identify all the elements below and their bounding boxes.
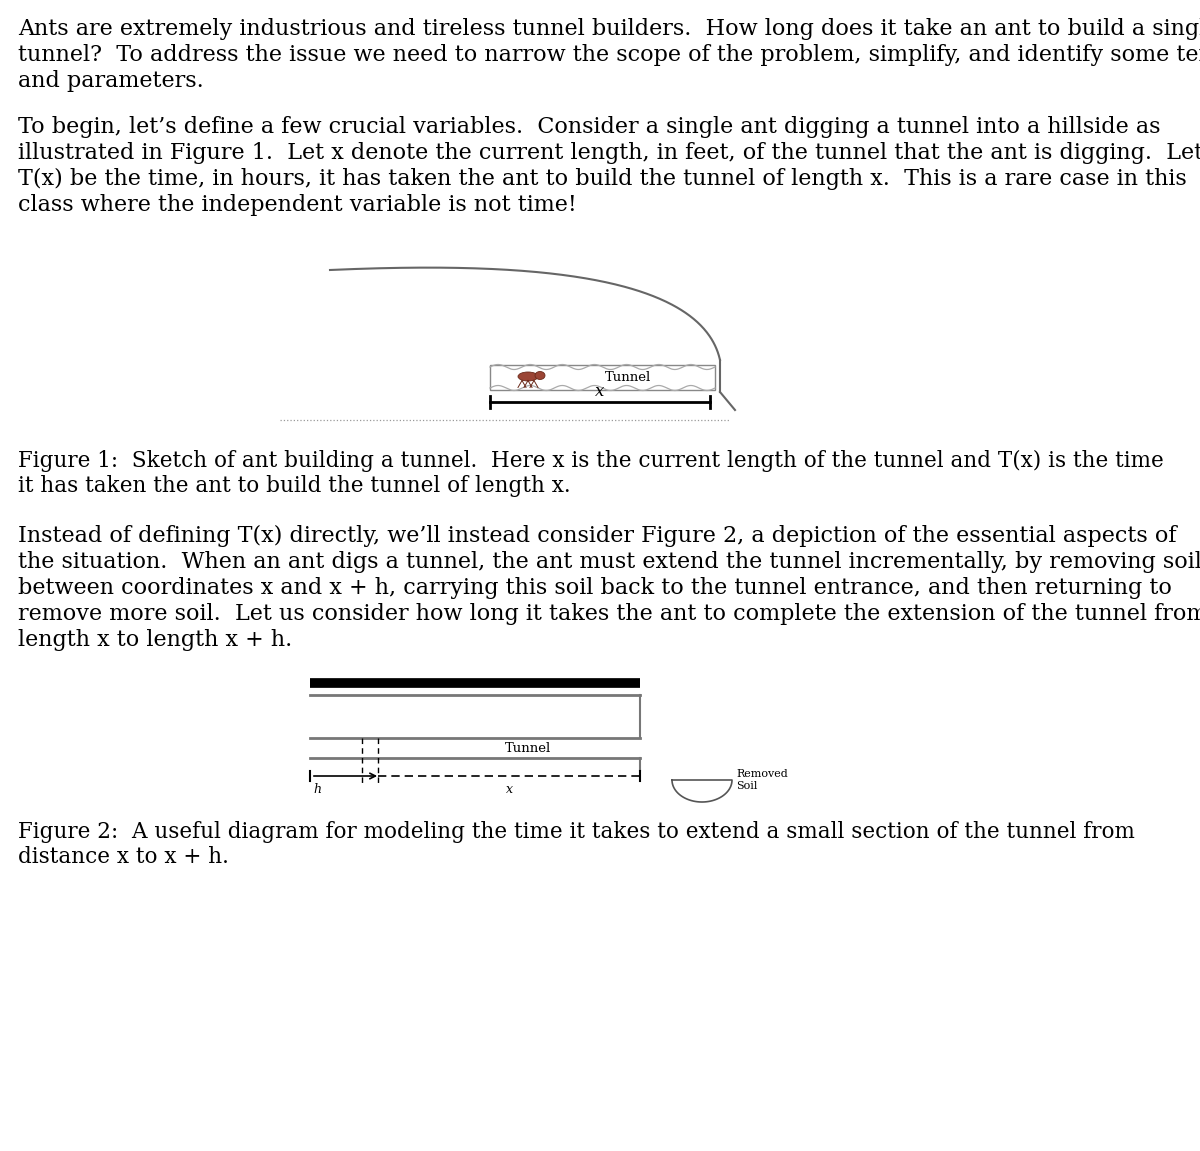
- Ellipse shape: [535, 372, 545, 380]
- Text: and parameters.: and parameters.: [18, 70, 204, 92]
- Text: T(x) be the time, in hours, it has taken the ant to build the tunnel of length x: T(x) be the time, in hours, it has taken…: [18, 168, 1187, 190]
- Text: To begin, let’s define a few crucial variables.  Consider a single ant digging a: To begin, let’s define a few crucial var…: [18, 116, 1160, 138]
- Text: h: h: [313, 783, 322, 796]
- Text: x: x: [505, 783, 512, 796]
- Text: length x to length x + h.: length x to length x + h.: [18, 628, 293, 651]
- Text: Ants are extremely industrious and tireless tunnel builders.  How long does it t: Ants are extremely industrious and tirel…: [18, 18, 1200, 40]
- Text: between coordinates x and x + h, carrying this soil back to the tunnel entrance,: between coordinates x and x + h, carryin…: [18, 577, 1172, 599]
- Text: Removed: Removed: [736, 769, 787, 779]
- Polygon shape: [672, 780, 732, 802]
- Text: Soil: Soil: [736, 782, 757, 791]
- Text: remove more soil.  Let us consider how long it takes the ant to complete the ext: remove more soil. Let us consider how lo…: [18, 603, 1200, 625]
- Ellipse shape: [518, 372, 538, 381]
- Bar: [490, 365, 715, 390]
- Text: Instead of defining T(x) directly, we’ll instead consider Figure 2, a depiction : Instead of defining T(x) directly, we’ll…: [18, 525, 1176, 547]
- Text: Tunnel: Tunnel: [505, 741, 551, 755]
- Text: distance x to x + h.: distance x to x + h.: [18, 846, 229, 868]
- Text: Figure 2:  A useful diagram for modeling the time it takes to extend a small sec: Figure 2: A useful diagram for modeling …: [18, 821, 1135, 843]
- Text: class where the independent variable is not time!: class where the independent variable is …: [18, 195, 577, 216]
- Text: it has taken the ant to build the tunnel of length x.: it has taken the ant to build the tunnel…: [18, 475, 571, 497]
- Text: tunnel?  To address the issue we need to narrow the scope of the problem, simpli: tunnel? To address the issue we need to …: [18, 44, 1200, 66]
- Text: Figure 1:  Sketch of ant building a tunnel.  Here x is the current length of the: Figure 1: Sketch of ant building a tunne…: [18, 450, 1164, 472]
- Text: illustrated in Figure 1.  Let x denote the current length, in feet, of the tunne: illustrated in Figure 1. Let x denote th…: [18, 142, 1200, 163]
- Text: the situation.  When an ant digs a tunnel, the ant must extend the tunnel increm: the situation. When an ant digs a tunnel…: [18, 551, 1200, 573]
- Text: x: x: [595, 383, 605, 401]
- Text: Tunnel: Tunnel: [605, 371, 652, 384]
